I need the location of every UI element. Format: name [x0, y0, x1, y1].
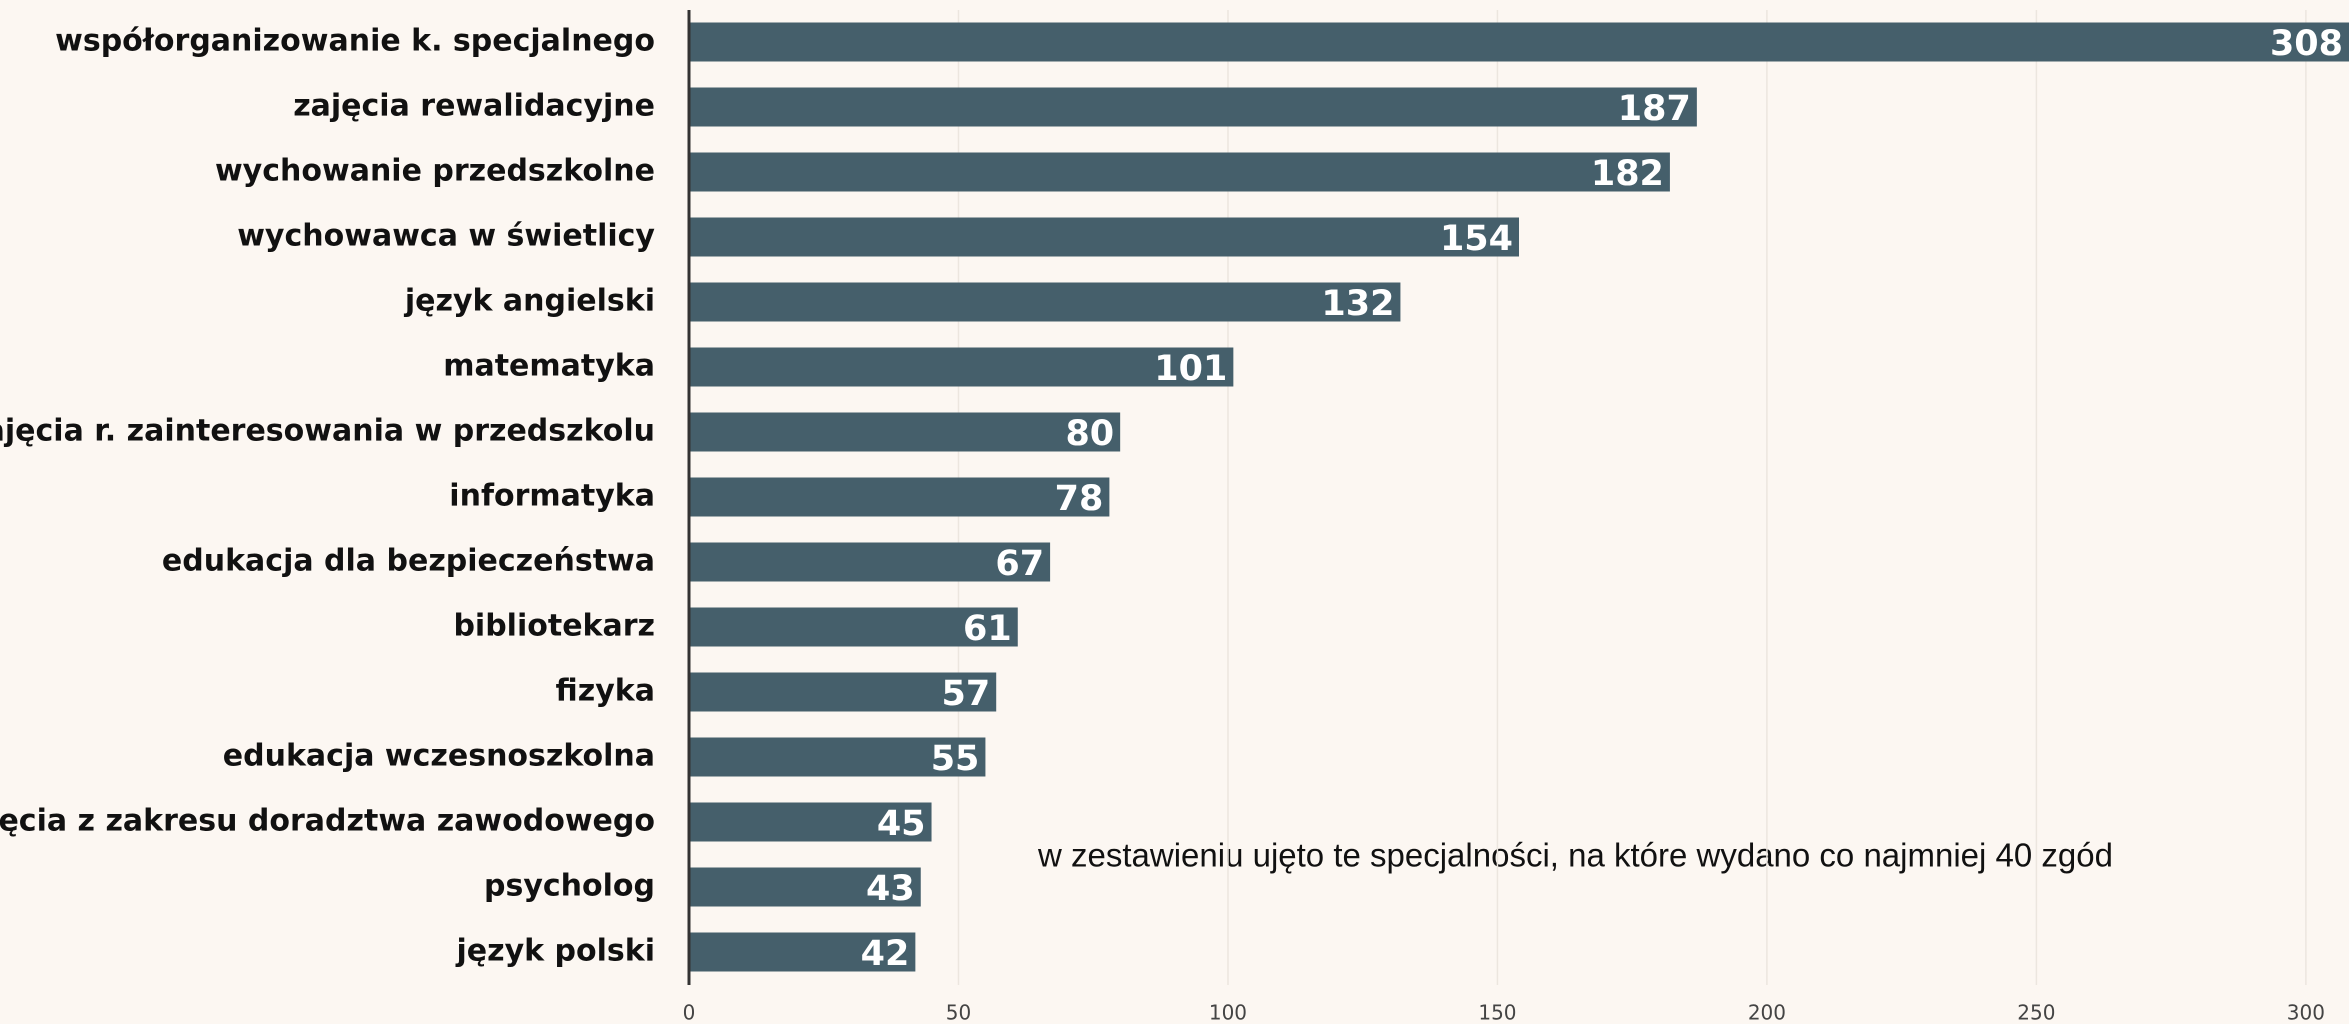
- bar: [689, 802, 932, 842]
- bar: [689, 87, 1697, 127]
- value-label: 55: [931, 739, 980, 779]
- bar: [689, 282, 1401, 322]
- x-tick-label: 50: [946, 1001, 971, 1024]
- value-label: 132: [1321, 284, 1394, 324]
- value-label: 61: [963, 609, 1012, 649]
- y-tick-label: edukacja dla bezpieczeństwa: [162, 544, 655, 579]
- value-label: 57: [941, 674, 990, 714]
- y-tick-label: język angielski: [404, 284, 655, 319]
- bar: [689, 22, 2349, 62]
- value-label: 42: [861, 934, 910, 974]
- bar: [689, 152, 1670, 192]
- annotation: w zestawieniu ujęto te specjalności, na …: [1037, 837, 2113, 874]
- value-label: 45: [877, 804, 926, 844]
- y-tick-label: zajęcia rewalidacyjne: [293, 89, 655, 124]
- bar: [689, 867, 921, 907]
- y-tick-label: zajęcia z zakresu doradztwa zawodowego: [0, 804, 655, 839]
- value-label: 308: [2270, 24, 2343, 64]
- value-label: 67: [995, 544, 1044, 584]
- y-tick-label: współorganizowanie k. specjalnego: [55, 24, 655, 59]
- bar: [689, 737, 986, 777]
- y-tick-label: język polski: [455, 934, 655, 969]
- x-tick-label: 250: [2017, 1001, 2055, 1024]
- bar: [689, 477, 1110, 517]
- value-label: 182: [1591, 154, 1664, 194]
- bar: [689, 672, 997, 712]
- bar: [689, 412, 1121, 452]
- y-tick-label: psycholog: [484, 869, 655, 904]
- y-tick-label: wychowanie przedszkolne: [215, 154, 655, 189]
- bar: [689, 542, 1051, 582]
- value-label: 78: [1055, 479, 1104, 519]
- y-tick-label: wychowawca w świetlicy: [237, 219, 655, 254]
- x-tick-label: 100: [1209, 1001, 1247, 1024]
- bar: [689, 347, 1234, 387]
- value-label: 187: [1618, 89, 1691, 129]
- value-label: 43: [866, 869, 915, 909]
- value-label: 101: [1154, 349, 1227, 389]
- x-tick-label: 150: [1478, 1001, 1516, 1024]
- y-tick-label: informatyka: [449, 479, 655, 514]
- y-tick-label: edukacja wczesnoszkolna: [223, 739, 655, 774]
- y-tick-label: zajęcia r. zainteresowania w przedszkolu: [0, 414, 655, 449]
- x-tick-label: 200: [1748, 1001, 1786, 1024]
- bar: [689, 932, 916, 972]
- y-tick-label: fizyka: [556, 674, 655, 709]
- bar: [689, 607, 1018, 647]
- bar: [689, 217, 1519, 257]
- value-label: 154: [1440, 219, 1513, 259]
- y-tick-label: bibliotekarz: [453, 609, 655, 644]
- x-tick-label: 0: [683, 1001, 696, 1024]
- value-label: 80: [1065, 414, 1114, 454]
- y-tick-label: matematyka: [443, 349, 655, 384]
- x-tick-label: 300: [2287, 1001, 2325, 1024]
